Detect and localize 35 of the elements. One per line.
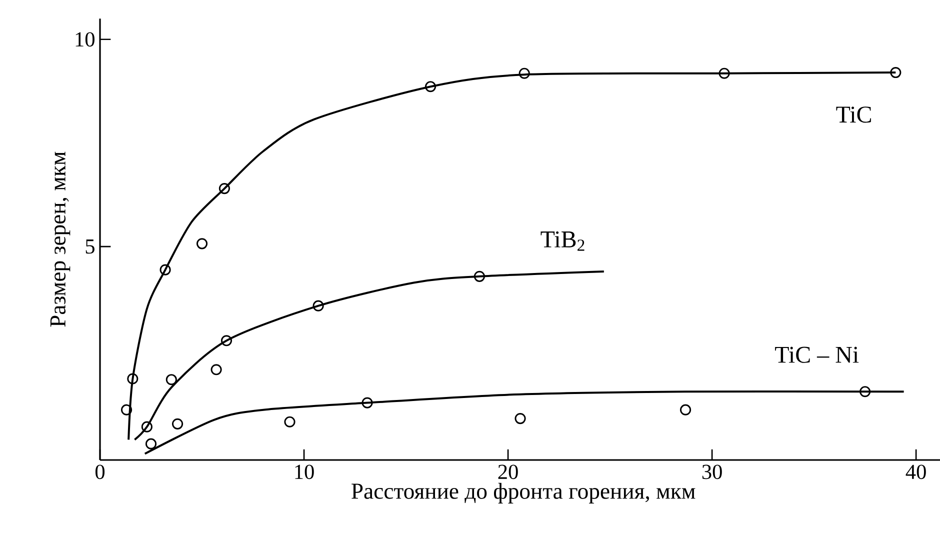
point: [890, 66, 902, 78]
point: [860, 386, 871, 398]
point: [284, 416, 296, 428]
x-tick-label: 0: [95, 464, 105, 480]
point: [218, 183, 230, 194]
point: [120, 404, 132, 416]
point: [127, 373, 138, 384]
point: [210, 364, 222, 376]
point: [518, 68, 530, 79]
point: [220, 335, 232, 346]
x-tick-label: 40: [906, 464, 926, 480]
x-tick-label: 20: [498, 464, 518, 480]
point: [166, 374, 177, 386]
line-series: [144, 390, 905, 455]
series-label: TiC: [836, 106, 871, 123]
series-label: TiB$_{2}$: [540, 231, 584, 251]
x-axis-title: Расстояние до фронта горения, мкм: [352, 482, 696, 504]
point: [160, 264, 171, 276]
point: [424, 81, 436, 92]
point: [514, 413, 526, 424]
series-label: TiC – Ni: [775, 346, 859, 363]
point: [718, 68, 730, 79]
x-tick-label: 10: [295, 464, 314, 480]
point: [145, 438, 157, 450]
point: [474, 270, 486, 282]
x-tick-label: 30: [702, 464, 722, 480]
point: [172, 418, 184, 430]
point: [312, 300, 324, 312]
y-axis-title: Размер зерен, мкм: [50, 152, 70, 327]
point: [196, 238, 208, 250]
line-series: [134, 270, 605, 441]
point: [362, 397, 373, 408]
y-tick-label: 5: [86, 239, 94, 254]
point: [680, 404, 692, 416]
point: [141, 421, 152, 432]
